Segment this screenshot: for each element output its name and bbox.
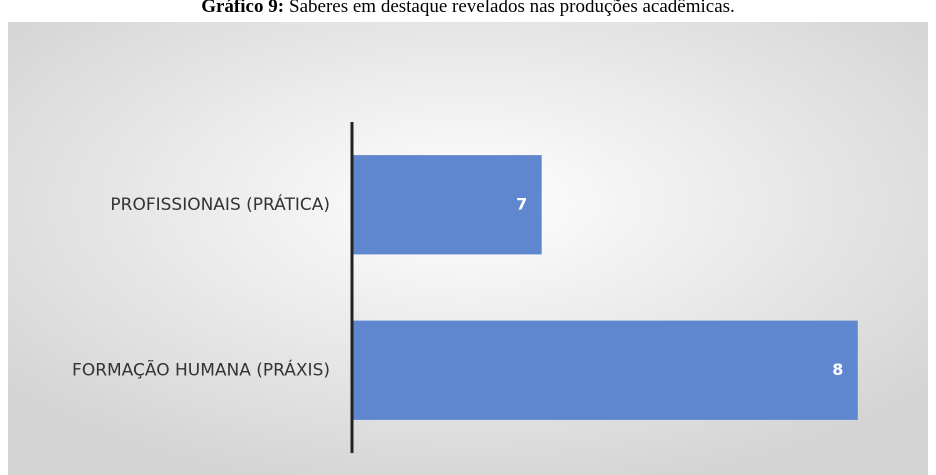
y-tick-label: FORMAÇÃO HUMANA (PRÁXIS)	[72, 358, 330, 380]
y-tick-label: PROFISSIONAIS (PRÁTICA)	[110, 193, 330, 215]
data-label: 7	[516, 194, 527, 213]
title-text: Saberes em destaque revelados nas produç…	[289, 0, 735, 17]
bar	[352, 155, 542, 255]
data-label: 8	[832, 360, 843, 379]
title-label: Gráfico 9:	[201, 0, 284, 17]
chart-title: Gráfico 9: Saberes em destaque revelados …	[201, 0, 735, 17]
bar	[352, 320, 858, 420]
